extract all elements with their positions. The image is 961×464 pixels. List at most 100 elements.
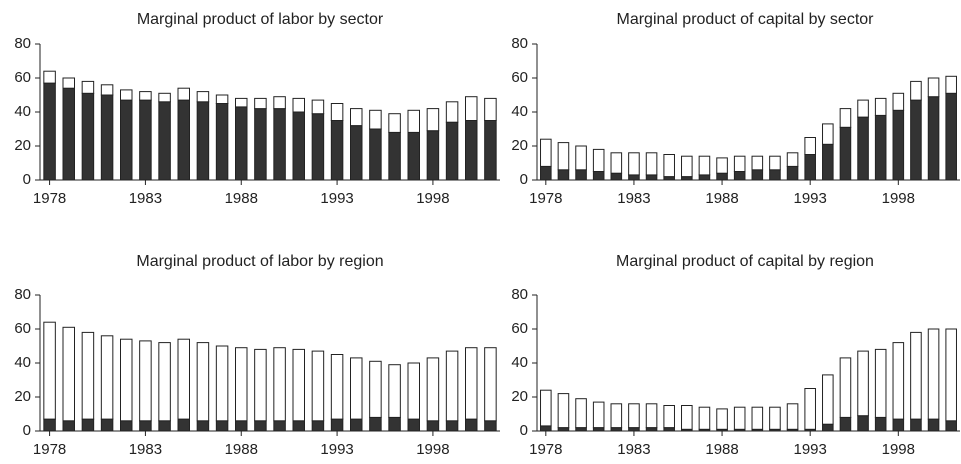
- bar-segment: [254, 108, 267, 181]
- y-tick-label: 20: [511, 388, 528, 405]
- bar-segment: [557, 393, 570, 429]
- bar-segment: [62, 77, 75, 89]
- bar-segment: [910, 80, 922, 101]
- bar-segment: [786, 152, 799, 167]
- bar-segment: [484, 347, 497, 422]
- bar-segment: [874, 97, 887, 116]
- bar-segment: [369, 416, 382, 432]
- bar-segment: [292, 111, 305, 181]
- x-tick-label: 1998: [882, 190, 915, 207]
- bar-segment: [350, 418, 363, 432]
- bar-segment: [540, 165, 552, 181]
- bar-segment: [857, 99, 869, 118]
- y-tick-label: 20: [14, 388, 31, 405]
- bar-segment: [139, 340, 152, 422]
- bar-segment: [945, 420, 957, 432]
- bar-segment: [540, 425, 552, 432]
- bar-segment: [628, 152, 640, 176]
- bar-segment: [369, 128, 382, 181]
- bar-segment: [663, 176, 675, 181]
- bar-segment: [120, 89, 133, 101]
- bar-segment: [557, 169, 570, 181]
- bar-segment: [733, 406, 746, 430]
- x-tick-label: 1993: [320, 190, 353, 207]
- bar-segment: [273, 420, 286, 432]
- bar-segment: [874, 348, 887, 418]
- bar-segment: [822, 123, 834, 145]
- bar-segment: [874, 114, 887, 181]
- bar-segment: [892, 92, 905, 111]
- x-tick-label: 1983: [129, 441, 162, 458]
- bar-segment: [426, 130, 440, 181]
- bar-segment: [388, 113, 401, 133]
- y-tick-label: 80: [511, 286, 528, 303]
- bar-segment: [910, 331, 922, 420]
- bar-segment: [733, 155, 746, 172]
- x-tick-label: 1988: [705, 190, 738, 207]
- bar-segment: [557, 427, 570, 432]
- chart-title: Marginal product of capital by sector: [616, 11, 874, 28]
- y-tick-label: 0: [23, 422, 31, 439]
- bar-segment: [804, 137, 816, 155]
- bar-segment: [540, 389, 552, 427]
- bar-segment: [235, 97, 248, 108]
- bar-segment: [215, 94, 229, 104]
- bar-segment: [592, 401, 605, 429]
- bar-segment: [235, 347, 248, 422]
- bar-segment: [369, 109, 382, 130]
- bar-segment: [681, 176, 693, 181]
- bar-segment: [892, 418, 905, 432]
- bar-segment: [698, 155, 711, 176]
- bar-segment: [733, 171, 746, 181]
- y-tick-label: 40: [14, 354, 31, 371]
- bar-segment: [874, 416, 887, 432]
- bar-segment: [311, 420, 325, 432]
- bar-segment: [215, 103, 229, 181]
- y-tick-label: 60: [511, 69, 528, 86]
- bar-segment: [804, 154, 816, 181]
- bar-segment: [120, 99, 133, 181]
- bar-segment: [786, 165, 799, 181]
- x-tick-label: 1983: [617, 190, 650, 207]
- x-tick-label: 1978: [529, 441, 562, 458]
- bar-segment: [540, 138, 552, 167]
- bar-segment: [350, 357, 363, 420]
- bar-segment: [330, 418, 344, 432]
- bar-segment: [350, 125, 363, 181]
- bar-segment: [407, 131, 420, 181]
- bar-segment: [388, 416, 401, 432]
- bar-segment: [177, 99, 190, 181]
- bar-segment: [610, 172, 623, 181]
- bar-segment: [592, 427, 605, 432]
- bar-segment: [330, 103, 344, 121]
- bar-segment: [426, 420, 440, 432]
- bar-segment: [235, 420, 248, 432]
- bar-segment: [645, 403, 658, 429]
- bar-segment: [663, 154, 675, 178]
- bar-segment: [628, 427, 640, 432]
- bar-segment: [716, 157, 728, 174]
- bar-segment: [592, 171, 605, 181]
- bar-segment: [610, 152, 623, 174]
- bar-segment: [100, 335, 114, 420]
- bar-segment: [311, 99, 325, 115]
- x-tick-label: 1988: [225, 190, 258, 207]
- bar-segment: [945, 92, 957, 181]
- x-tick-label: 1998: [882, 441, 915, 458]
- y-tick-label: 0: [23, 171, 31, 188]
- x-tick-label: 1988: [225, 441, 258, 458]
- x-tick-label: 1983: [129, 190, 162, 207]
- bar-segment: [857, 350, 869, 417]
- bar-segment: [786, 403, 799, 430]
- bar-segment: [575, 145, 587, 171]
- bar-segment: [311, 350, 325, 422]
- bar-segment: [839, 108, 852, 128]
- bar-segment: [100, 84, 114, 96]
- bar-segment: [839, 416, 852, 432]
- bar-segment: [407, 109, 420, 133]
- bar-segment: [484, 97, 497, 122]
- bar-segment: [484, 420, 497, 432]
- bar-segment: [330, 354, 344, 420]
- bar-segment: [628, 403, 640, 429]
- bar-segment: [910, 418, 922, 432]
